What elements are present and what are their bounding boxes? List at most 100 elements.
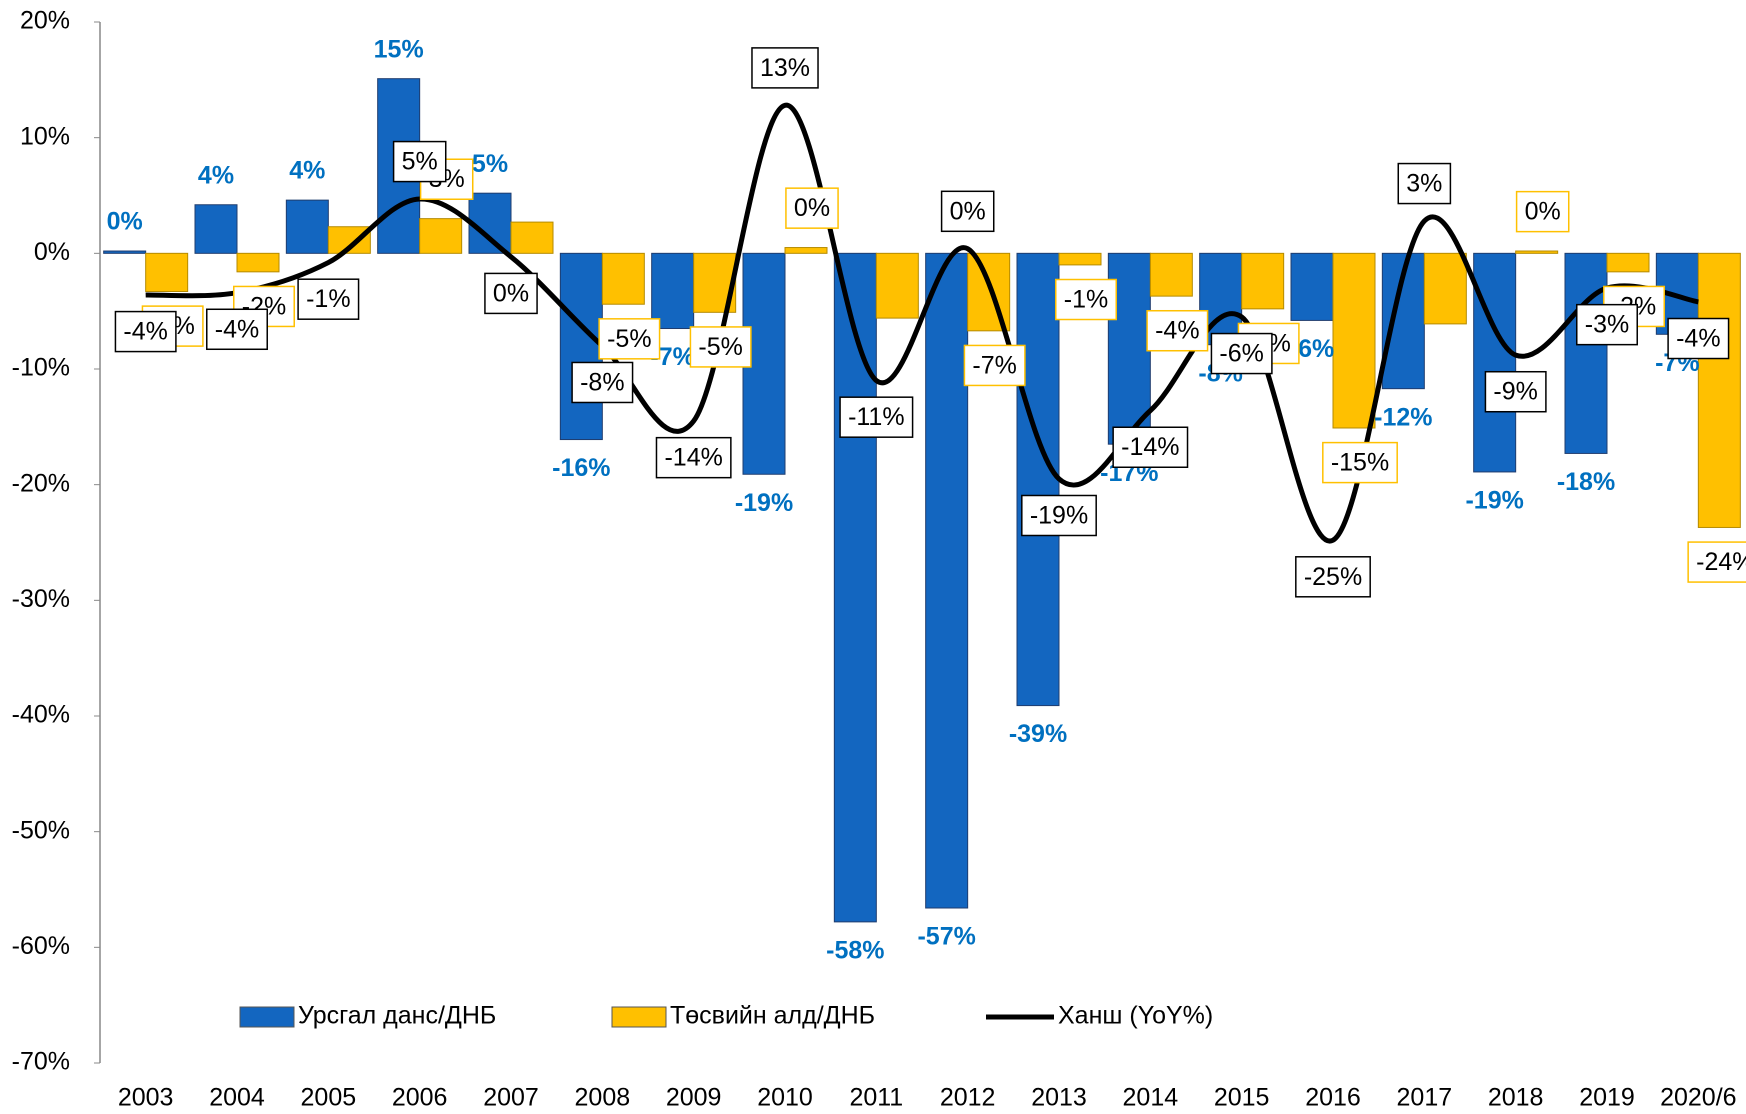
legend-label: Төсвийн алд/ДНБ <box>670 1002 875 1030</box>
data-label: -1% <box>1055 278 1117 321</box>
label-box <box>297 278 360 320</box>
label-box <box>1322 441 1398 484</box>
bar <box>468 192 512 254</box>
x-tick-label: 2014 <box>1123 1084 1179 1112</box>
data-label: 15% <box>374 35 424 63</box>
y-tick-label: -50% <box>12 816 70 844</box>
bar <box>1149 252 1193 297</box>
label-box <box>1295 556 1371 598</box>
legend-label: Урсгал данс/ДНБ <box>298 1002 496 1030</box>
legend-label: Ханш (YoY%) <box>1058 1002 1213 1030</box>
data-label-text: -15% <box>1331 449 1389 477</box>
y-tick-label: -10% <box>12 354 70 382</box>
y-tick-label: -40% <box>12 701 70 729</box>
data-label-text: -3% <box>1585 311 1629 339</box>
label-box <box>598 318 661 360</box>
y-tick-label: -60% <box>12 932 70 960</box>
y-tick-label: -70% <box>12 1048 70 1076</box>
data-label: -16% <box>552 454 610 482</box>
data-label-text: -14% <box>1121 433 1179 461</box>
data-label-text: -25% <box>1304 563 1362 591</box>
data-label: -19% <box>1465 487 1523 515</box>
data-label: -4% <box>206 308 268 351</box>
label-box <box>1576 303 1638 346</box>
x-tick-label: 2007 <box>483 1084 539 1112</box>
data-label-text: -1% <box>1064 286 1108 314</box>
data-label-text: -4% <box>1676 325 1720 353</box>
bar <box>194 204 238 254</box>
label-box <box>655 436 732 479</box>
data-label: 3% <box>1397 162 1452 205</box>
legend-swatch <box>239 1006 295 1028</box>
x-tick-label: 2005 <box>301 1084 357 1112</box>
data-label: 0% <box>1515 190 1570 233</box>
data-label-text: -24% <box>1696 548 1746 576</box>
bar <box>1058 252 1102 266</box>
data-label-text: 0% <box>1525 198 1561 226</box>
data-label: -11% <box>839 396 914 438</box>
label-box <box>785 187 839 229</box>
y-tick-label: -20% <box>12 469 70 497</box>
data-label-text: -5% <box>698 333 742 361</box>
bar <box>601 252 645 305</box>
data-label: -1% <box>297 278 360 320</box>
data-label: -4% <box>1146 309 1209 352</box>
label-box <box>206 308 268 351</box>
data-label-text: -4% <box>1155 317 1199 345</box>
bar <box>875 252 919 319</box>
label-box <box>392 140 447 183</box>
data-label: -7% <box>963 344 1026 387</box>
data-label: -19% <box>1021 494 1097 537</box>
bar <box>236 252 280 273</box>
data-label: 5% <box>472 150 508 178</box>
data-label: -4% <box>114 310 177 353</box>
label-box <box>114 310 177 353</box>
data-label: -14% <box>1112 426 1189 468</box>
data-label: 5% <box>392 140 447 183</box>
data-label-text: 0% <box>493 279 529 307</box>
label-box <box>839 396 914 438</box>
data-label-text: -9% <box>1493 378 1537 406</box>
bar <box>784 247 828 254</box>
bar <box>559 252 603 441</box>
data-label-text: 0% <box>794 194 830 222</box>
data-label: -18% <box>1557 468 1615 496</box>
data-label-text: -4% <box>215 315 259 343</box>
bar <box>1241 252 1285 310</box>
label-box <box>571 361 634 404</box>
data-label: -24% <box>1687 541 1746 583</box>
bar <box>1332 252 1376 429</box>
data-label: 0% <box>940 190 995 233</box>
bar <box>1564 252 1608 454</box>
label-box <box>1484 370 1547 413</box>
label-box <box>1112 426 1189 468</box>
data-label: -5% <box>598 318 661 360</box>
bar <box>1290 252 1334 321</box>
bar <box>925 252 969 909</box>
data-label-text: 5% <box>402 148 438 176</box>
data-label-text: -14% <box>664 444 722 472</box>
x-tick-label: 2006 <box>392 1084 448 1112</box>
x-tick-label: 2013 <box>1031 1084 1087 1112</box>
data-label: -5% <box>689 326 752 368</box>
data-label: -57% <box>917 923 975 951</box>
label-box <box>1021 494 1097 537</box>
y-tick-label: -30% <box>12 585 70 613</box>
x-tick-label: 2011 <box>849 1084 903 1112</box>
bar <box>1697 252 1741 528</box>
x-tick-label: 2016 <box>1305 1084 1361 1112</box>
data-label: 4% <box>198 161 234 189</box>
data-label: -25% <box>1295 556 1371 598</box>
x-tick-label: 2003 <box>118 1084 174 1112</box>
x-tick-label: 2008 <box>575 1084 631 1112</box>
data-label-text: -5% <box>607 325 651 353</box>
data-label: -4% <box>1667 317 1730 360</box>
data-label-text: -11% <box>848 403 905 431</box>
bar <box>419 218 463 254</box>
x-tick-label: 2012 <box>940 1084 996 1112</box>
data-label: -39% <box>1009 720 1067 748</box>
bar <box>1423 252 1467 325</box>
data-label: -19% <box>735 489 793 517</box>
label-box <box>751 47 819 89</box>
data-label: 4% <box>289 157 325 185</box>
